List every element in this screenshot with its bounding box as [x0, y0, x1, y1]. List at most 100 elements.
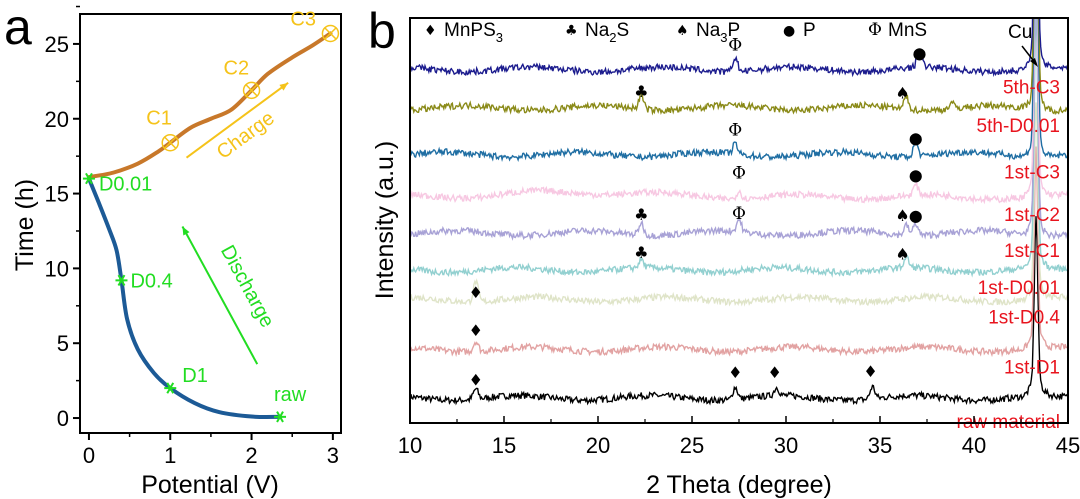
legend-label: P — [803, 20, 816, 41]
point-label: C3 — [290, 8, 316, 30]
legend-subscript: 3 — [720, 30, 727, 45]
legend-text: Na — [696, 20, 721, 41]
legend-text: S — [617, 20, 630, 41]
marker-cross — [245, 84, 258, 97]
legend-symbol-icon: Φ — [868, 20, 882, 40]
series-label: 5th-D0.01 — [977, 116, 1060, 137]
legend-subscript: 2 — [609, 30, 616, 45]
star-marker-icon — [82, 172, 95, 185]
legend-label: MnS — [888, 20, 927, 41]
phase-marker-icon: ♦ — [469, 321, 483, 340]
phase-marker-icon: ♦ — [728, 363, 742, 382]
arrowhead-icon — [279, 82, 289, 91]
marker-circle — [321, 24, 340, 43]
phase-marker-icon: ● — [912, 43, 926, 62]
y-tick-label: 20 — [45, 107, 69, 132]
annotation-discharge: Discharge — [216, 242, 278, 332]
x-tick-label: 3 — [327, 443, 339, 468]
star-stroke — [85, 172, 93, 185]
trace-5th-c3 — [410, 18, 1068, 78]
phase-marker-icon: Φ — [728, 120, 742, 140]
trace-1st-d0.01 — [410, 18, 1068, 278]
legend-subscript: 3 — [496, 30, 503, 45]
panel-label-a: a — [4, 0, 32, 55]
marker-circle — [242, 81, 261, 100]
trace-1st-d0.4 — [410, 102, 1068, 307]
y-tick-label: 10 — [45, 256, 69, 281]
cu-label: Cu — [1008, 22, 1032, 43]
circle-cross-marker-icon — [242, 81, 261, 100]
point-label: D1 — [182, 365, 208, 387]
x-tick-label: 30 — [774, 433, 798, 458]
phase-marker-icon: ♠ — [895, 245, 909, 264]
point-label: D0.01 — [99, 174, 152, 196]
series-label: 1st-C1 — [1004, 241, 1060, 262]
series-label: 1st-D0.4 — [988, 307, 1060, 328]
arrowhead-icon — [182, 226, 190, 236]
marker-cross — [164, 136, 177, 149]
x-tick-label: 40 — [962, 433, 986, 458]
trace-1st-c1 — [410, 18, 1068, 241]
point-label: raw — [274, 384, 307, 406]
phase-marker-icon: ♠ — [895, 206, 909, 225]
legend-symbol-icon: ♣ — [565, 23, 578, 39]
star-marker-icon — [164, 382, 177, 394]
legend-symbol-icon: ● — [783, 23, 795, 39]
y-axis-label: Intensity (a.u.) — [371, 141, 399, 299]
x-tick-label: 0 — [83, 443, 95, 468]
phase-marker-icon: Φ — [732, 204, 746, 224]
legend-entry: ♠ Na3P — [676, 20, 740, 45]
point-label: C2 — [224, 57, 250, 79]
legend-text: MnPS — [444, 20, 496, 41]
star-marker-icon — [115, 274, 128, 287]
legend-label: Na3P — [696, 20, 740, 45]
legend-entry: Φ MnS — [868, 20, 927, 41]
y-tick-label: 15 — [45, 182, 69, 207]
legend-entry: ♣ Na2S — [565, 20, 629, 45]
star-marker-icon — [274, 411, 287, 423]
y-tick-label: 25 — [45, 32, 69, 57]
series-label: 1st-C2 — [1004, 205, 1060, 226]
trace-raw-material — [410, 216, 1068, 406]
x-tick-label: 15 — [492, 433, 516, 458]
x-tick-label: 2 — [245, 443, 257, 468]
phase-marker-icon: ♣ — [634, 82, 648, 101]
curve-charge — [86, 31, 333, 180]
star-stroke — [117, 274, 126, 287]
legend-text: P — [728, 20, 741, 41]
legend-symbol-icon: ♦ — [424, 23, 437, 39]
x-tick-label: 45 — [1056, 433, 1080, 458]
phase-marker-icon: ♦ — [469, 283, 483, 302]
series-label: 1st-C3 — [1004, 162, 1060, 183]
curve-discharge — [86, 176, 283, 419]
arrow-charge — [185, 82, 289, 159]
x-tick-label: 10 — [398, 433, 422, 458]
phase-marker-icon: ♣ — [634, 243, 648, 262]
series-label: 1st-D1 — [1004, 357, 1060, 378]
phase-marker-icon: Φ — [728, 35, 742, 55]
trace-1st-d1 — [410, 146, 1068, 358]
phase-marker-icon: ♠ — [895, 84, 909, 103]
traces — [410, 18, 1068, 406]
panel-label-b: b — [368, 3, 396, 59]
x-tick-label: 25 — [680, 433, 704, 458]
phase-marker-icon: ♦ — [469, 370, 483, 389]
trace-1st-c2 — [410, 18, 1068, 205]
marker-cross — [324, 27, 337, 40]
x-tick-label: 20 — [586, 433, 610, 458]
x-axis-label: Potential (V) — [141, 471, 279, 499]
legend-label: Na2S — [585, 20, 629, 45]
phase-marker-icon: ● — [909, 128, 923, 147]
panel-a-chart: 0 1 2 3 0 5 10 15 20 25 Potential (V) Time (h) D0.01… — [11, 5, 342, 499]
trace-1st-c3 — [410, 18, 1068, 163]
point-label: C1 — [146, 108, 172, 130]
legend-text: P — [803, 20, 816, 41]
legend-symbol-icon: ♠ — [676, 23, 689, 39]
series-label: 1st-D0.01 — [978, 278, 1060, 299]
x-axis-label: 2 Theta (degree) — [646, 471, 832, 499]
phase-marker-icon: ● — [909, 166, 923, 185]
phase-marker-icon: ♦ — [863, 362, 877, 381]
phase-marker-icon: ♣ — [634, 205, 648, 224]
star-stroke — [276, 411, 284, 423]
